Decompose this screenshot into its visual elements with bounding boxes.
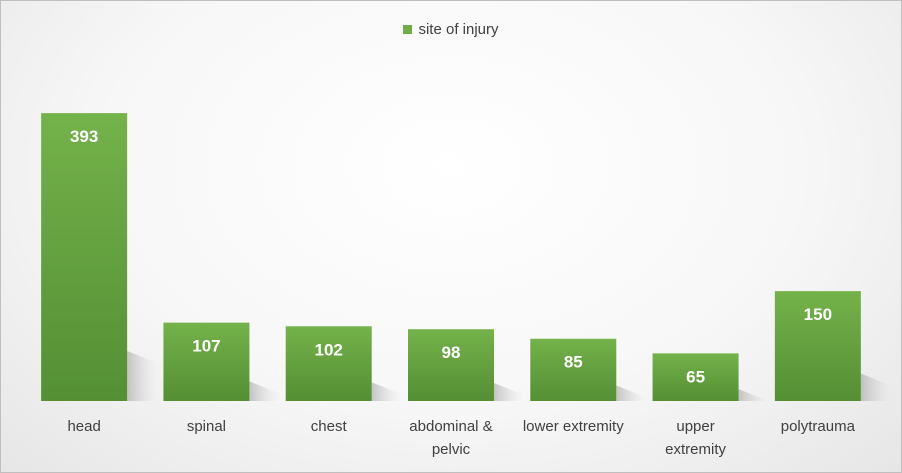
bar-polytrauma <box>774 291 861 401</box>
bar-shadow <box>249 381 280 401</box>
bar-shadow <box>860 373 891 401</box>
bar-shadow <box>127 351 158 401</box>
x-tick-label: spinal <box>187 418 226 435</box>
bar-shadow <box>494 383 524 401</box>
data-label: 393 <box>70 127 98 146</box>
x-tick-label: abdominal & pelvic <box>409 418 492 458</box>
bar-chest <box>285 326 372 401</box>
x-tick-label: head <box>67 418 100 435</box>
data-label: 85 <box>564 353 583 372</box>
bar-upper-extremity <box>652 353 739 401</box>
legend-swatch <box>403 25 413 34</box>
x-tick-label: upper extremity <box>665 418 726 458</box>
bar-spinal <box>163 322 250 401</box>
bar-shadow <box>616 385 647 401</box>
legend: site of injury <box>1 21 901 38</box>
data-label: 107 <box>192 337 220 356</box>
data-label: 102 <box>315 340 343 359</box>
data-label: 150 <box>804 305 832 324</box>
x-tick-label: chest <box>311 418 348 435</box>
data-label: 65 <box>686 367 705 386</box>
bar-lower-extremity <box>530 338 617 401</box>
x-tick-label: polytrauma <box>781 418 856 435</box>
data-label: 98 <box>442 343 461 362</box>
bar-abdominal-pelvic <box>408 329 494 401</box>
x-tick-label: lower extremity <box>523 418 624 435</box>
bar-shadow <box>738 389 769 402</box>
bar-head <box>41 113 128 401</box>
legend-label: site of injury <box>418 21 499 38</box>
bar-shadow <box>371 382 402 401</box>
